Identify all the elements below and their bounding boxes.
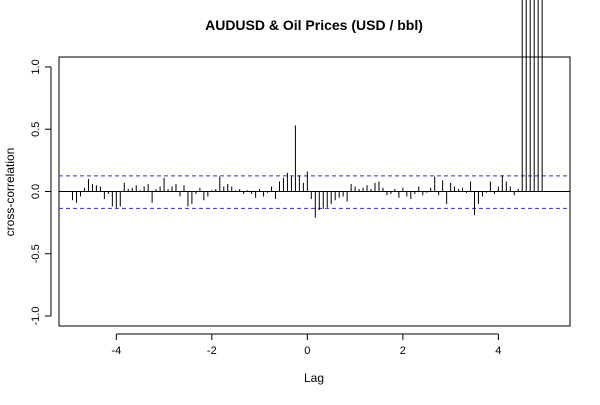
y-tick-label: 0.5 [30, 122, 42, 137]
y-tick-label: -0.5 [30, 244, 42, 263]
x-tick-label: -4 [111, 345, 121, 357]
chart-title: AUDUSD & Oil Prices (USD / bbl) [205, 17, 423, 33]
y-axis-label: cross-correlation [3, 148, 17, 237]
x-tick-label: 2 [400, 345, 406, 357]
y-tick-label: 1.0 [30, 59, 42, 74]
x-tick-label: 0 [304, 345, 310, 357]
x-tick-label: 4 [495, 345, 501, 357]
x-tick-label: -2 [207, 345, 217, 357]
chart-marks: -4 -2 0 2 4 -1.0 -0.5 0.0 0.5 1.0 [30, 0, 570, 357]
x-axis-label: Lag [304, 371, 324, 385]
y-tick-label: 0.0 [30, 184, 42, 199]
y-tick-label: -1.0 [30, 307, 42, 326]
